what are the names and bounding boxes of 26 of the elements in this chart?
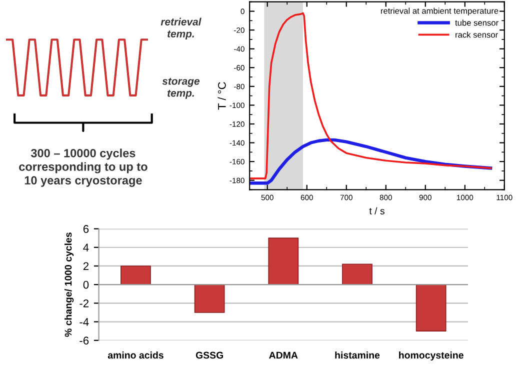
bar xyxy=(120,266,151,285)
bar xyxy=(416,284,446,332)
x-tick-label: homocysteine xyxy=(399,351,464,361)
x-tick-label: GSSG xyxy=(196,352,224,359)
y-tick-label: 0 xyxy=(83,280,89,289)
text: storage temp. xyxy=(162,78,200,99)
y-tick-label: -2 xyxy=(80,299,89,308)
y-axis-title: % change/ 1000 cycles xyxy=(64,232,74,337)
x-tick-label: histamine xyxy=(335,351,380,359)
x-tick-label: amino acids xyxy=(108,351,164,359)
text: retrieval temp. xyxy=(160,18,202,40)
y-axis-title: T / °C xyxy=(218,82,226,110)
legend-title: retrieval at ambient temperature xyxy=(381,8,498,16)
y-tick-label: -4 xyxy=(80,318,89,326)
legend-label: rack sensor xyxy=(456,32,498,38)
x-tick-label: ADMA xyxy=(269,352,298,359)
legend-label: tube sensor xyxy=(455,20,498,26)
text: 300 – 10000 cycles corresponding to up to 10 years cryostorage xyxy=(19,148,148,187)
y-tick-label: -6 xyxy=(80,336,89,345)
bar xyxy=(194,284,225,313)
bar xyxy=(342,264,372,285)
x-axis-title: t / s xyxy=(369,207,384,214)
y-tick-label: 6 xyxy=(83,225,89,233)
y-tick-label: 4 xyxy=(83,244,89,252)
y-tick-label: 2 xyxy=(83,262,89,270)
bar xyxy=(268,238,299,285)
